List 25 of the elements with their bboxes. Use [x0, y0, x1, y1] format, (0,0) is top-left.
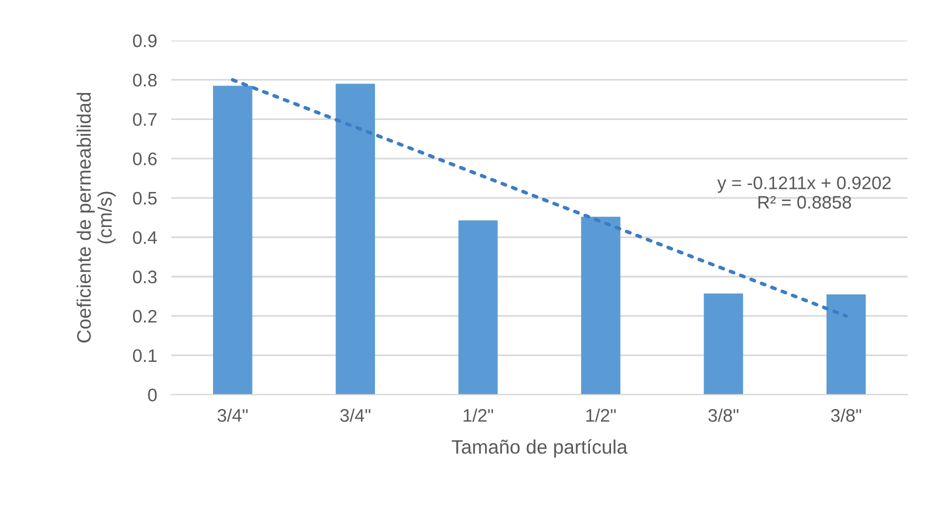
y-tick-label: 0 — [148, 388, 157, 402]
y-tick-label: 0.3 — [133, 270, 157, 284]
bar — [336, 84, 375, 395]
y-tick-label: 0.8 — [133, 74, 157, 87]
x-axis-title: Tamaño de partícula — [452, 439, 628, 458]
bar — [213, 86, 252, 395]
x-tick-label: 1/2" — [464, 408, 494, 422]
y-tick-label: 0.9 — [133, 34, 157, 48]
x-tick-label: 3/8" — [708, 408, 738, 422]
x-tick-label: 3/8" — [831, 408, 862, 422]
y-tick-label: 0.6 — [133, 152, 157, 166]
x-tick-label: 3/4" — [218, 408, 248, 422]
annotation: y = -0.1211x + 0.9202 R² = 0.8858 — [717, 176, 891, 209]
bar — [458, 220, 498, 395]
y-tick-label: 0.1 — [133, 349, 157, 362]
y-tick-label: 0.7 — [133, 113, 157, 126]
y-tick-label: 0.2 — [133, 310, 157, 323]
bar — [581, 216, 620, 395]
bar — [704, 294, 744, 395]
bar — [826, 294, 866, 395]
y-tick-label: 0.4 — [133, 231, 157, 244]
y-axis-title: Coeficiente de permeabilidad (cm/s) — [76, 92, 116, 343]
x-tick-label: 3/4" — [340, 408, 370, 422]
y-tick-label: 0.5 — [133, 192, 157, 205]
x-tick-label: 1/2" — [586, 408, 616, 422]
